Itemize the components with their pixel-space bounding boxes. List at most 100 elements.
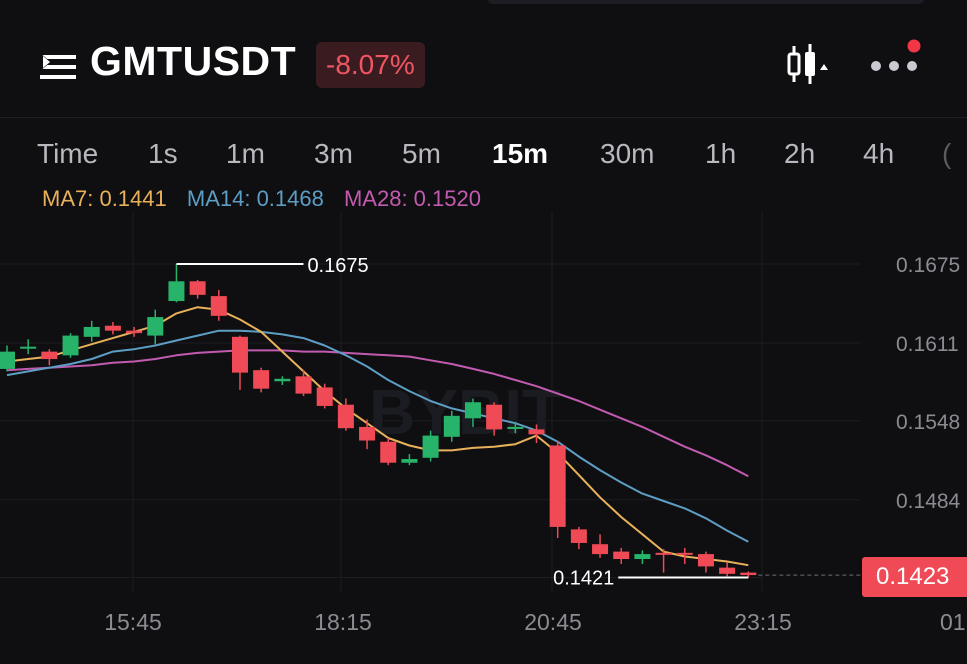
tab-15m[interactable]: 15m: [492, 138, 549, 169]
tab-30m[interactable]: 30m: [600, 138, 655, 169]
candle-body: [464, 402, 481, 419]
candle-body: [62, 335, 79, 356]
candle: [464, 398, 481, 427]
more-button[interactable]: [868, 38, 924, 78]
candle-body: [676, 552, 693, 555]
candle: [41, 349, 58, 366]
candle: [592, 534, 609, 558]
candle-body: [168, 281, 185, 302]
candlestick-icon: [787, 44, 828, 84]
ma28-line: [6, 349, 749, 478]
chart-grid: [0, 212, 860, 592]
y-tick-label: 0.1611: [896, 333, 959, 356]
ma14-label: MA14: 0.1468: [186, 186, 324, 211]
candle: [62, 333, 79, 358]
candle-body: [697, 554, 714, 567]
tab-time[interactable]: Time: [37, 138, 99, 169]
candle-body: [126, 330, 143, 334]
candle: [549, 440, 566, 539]
candle: [443, 410, 460, 442]
notification-dot: [907, 39, 921, 53]
candle: [613, 547, 630, 564]
candle-body: [528, 429, 545, 435]
candle: [486, 402, 503, 436]
current-price-tag: 0.1423: [862, 557, 967, 597]
candle-body: [337, 404, 354, 429]
candle: [147, 309, 164, 345]
candle-body: [422, 435, 439, 458]
candle: [697, 551, 714, 573]
top-bar-edge: [488, 0, 924, 4]
trading-pair-title[interactable]: GMTUSDT: [90, 38, 297, 84]
candle-body: [740, 572, 757, 576]
candle-body: [634, 554, 651, 560]
candle-body: [719, 567, 736, 574]
y-tick-label: 0.1548: [896, 411, 960, 434]
y-axis: 0.1675 0.1611 0.1548 0.1484: [896, 254, 961, 513]
candle: [401, 454, 418, 466]
y-tick-label: 0.1675: [896, 254, 960, 277]
candle: [168, 264, 185, 303]
candle: [676, 547, 693, 564]
candle-body: [486, 404, 503, 430]
moving-average-legend: MA7: 0.1441 MA14: 0.1468 MA28: 0.1520: [42, 186, 495, 212]
x-tick-label: 18:15: [314, 609, 372, 635]
tab-1m[interactable]: 1m: [226, 138, 265, 169]
ma7-label: MA7: 0.1441: [42, 186, 167, 211]
candle-body: [380, 441, 397, 463]
candle: [104, 322, 121, 335]
tab-5m[interactable]: 5m: [402, 138, 441, 169]
candle: [719, 562, 736, 577]
candle: [337, 398, 354, 431]
x-tick-label: 15:45: [104, 609, 162, 635]
candle-body: [147, 317, 164, 336]
tab-1s[interactable]: 1s: [148, 138, 178, 169]
timeframe-tabs: Time 1s 1m 3m 5m 15m 30m 1h 2h 4h (: [0, 138, 967, 182]
candle-body: [549, 445, 566, 527]
y-tick-label: 0.1484: [896, 490, 961, 513]
candle-body: [570, 529, 587, 543]
candle: [316, 383, 333, 409]
tab-2h[interactable]: 2h: [784, 138, 816, 169]
candle: [189, 280, 206, 299]
tab-1h[interactable]: 1h: [705, 138, 737, 169]
menu-button[interactable]: [40, 50, 80, 84]
header: GMTUSDT -8.07%: [0, 28, 967, 100]
tab-4h[interactable]: 4h: [863, 138, 895, 169]
candle: [274, 376, 291, 385]
candle: [20, 339, 37, 355]
chart-type-button[interactable]: [784, 42, 834, 86]
candle: [634, 550, 651, 564]
candle-body: [443, 415, 460, 437]
candle: [570, 526, 587, 550]
candle: [295, 370, 312, 397]
low-marker-label: 0.1421: [553, 568, 614, 590]
candle: [126, 326, 143, 337]
ma14-line: [6, 329, 749, 543]
candle-body: [83, 326, 100, 337]
candle-body: [295, 376, 312, 394]
price-change-badge: -8.07%: [316, 42, 425, 88]
candle-body: [210, 296, 227, 316]
candle: [231, 335, 248, 390]
candle-body: [592, 544, 609, 555]
candle: [0, 345, 15, 372]
price-markers: 0.1675 0.1421: [176, 255, 862, 590]
tab-more-overflow[interactable]: (: [942, 138, 952, 169]
menu-lines-icon: [40, 53, 76, 79]
tab-3m[interactable]: 3m: [314, 138, 353, 169]
x-axis: 15:45 18:15 20:45 23:15 01: [104, 609, 965, 635]
candle: [422, 430, 439, 462]
candle-body: [655, 552, 672, 555]
candle-body: [0, 351, 15, 369]
ma28-label: MA28: 0.1520: [343, 186, 481, 211]
high-marker-label: 0.1675: [307, 255, 368, 277]
candle-body: [231, 336, 248, 373]
candle-body: [274, 378, 291, 382]
candle-body: [359, 426, 376, 441]
candle: [528, 424, 545, 443]
x-tick-label: 23:15: [734, 609, 792, 635]
x-tick-label: 20:45: [524, 609, 582, 635]
candle-body: [189, 281, 206, 295]
